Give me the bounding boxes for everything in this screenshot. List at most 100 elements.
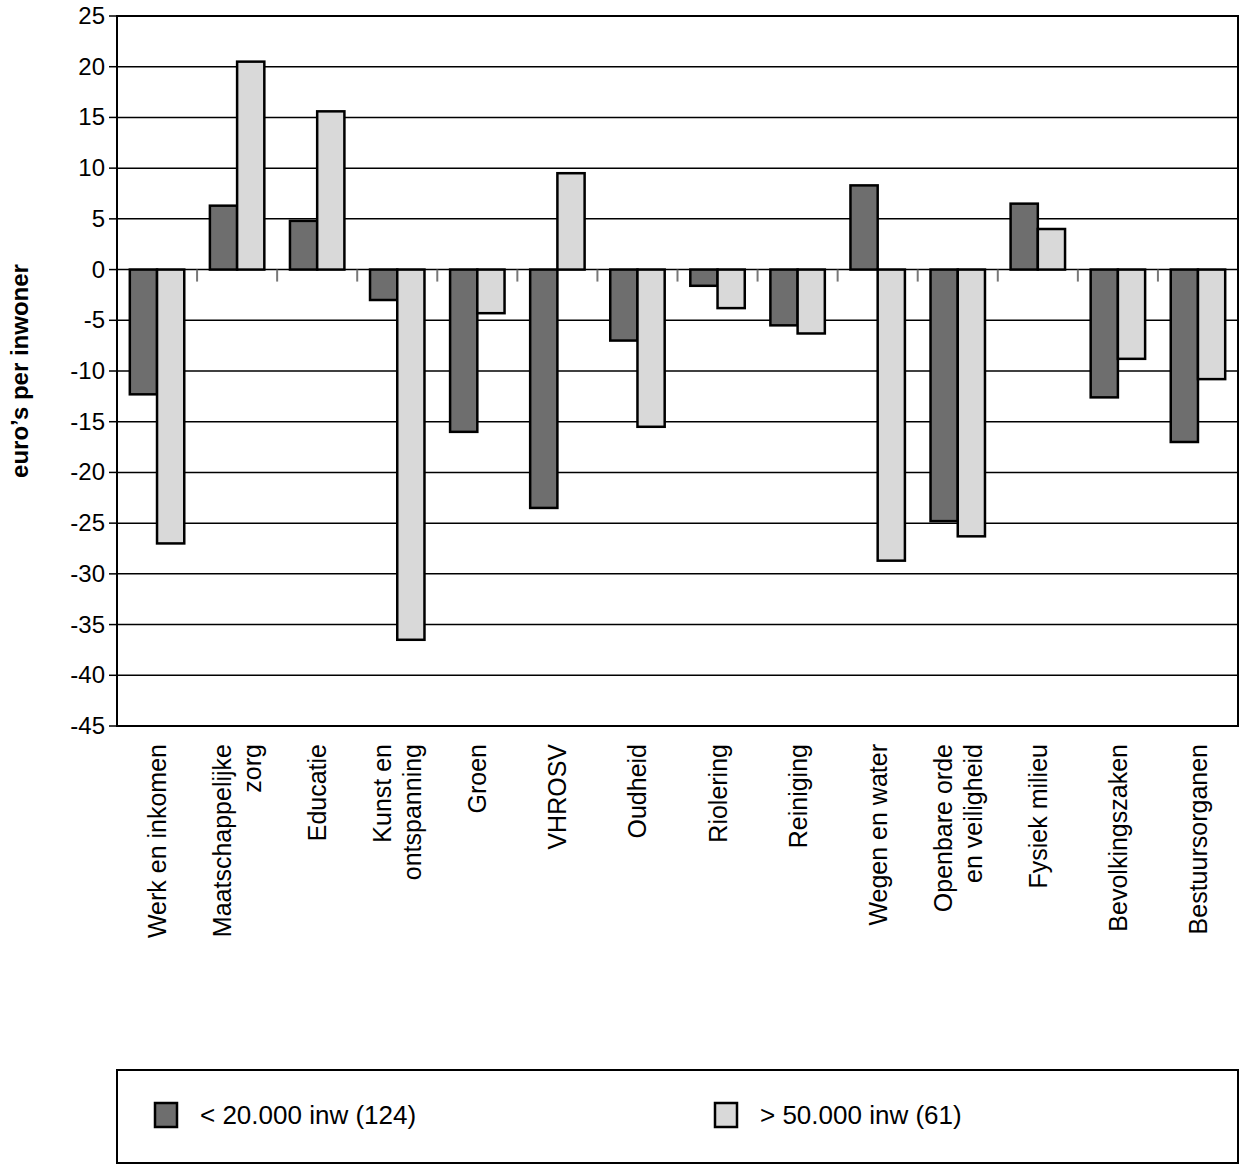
category-tick bbox=[917, 270, 919, 282]
y-tick-label: -30 bbox=[70, 560, 105, 587]
y-tick bbox=[109, 15, 117, 17]
category-tick bbox=[1077, 270, 1079, 282]
bar bbox=[477, 270, 504, 314]
y-axis-label: euro’s per inwoner bbox=[6, 264, 33, 478]
grid-line bbox=[117, 573, 1238, 575]
category-tick bbox=[276, 270, 278, 282]
bar bbox=[770, 270, 797, 326]
legend-swatch bbox=[155, 1103, 177, 1127]
y-tick-label: 15 bbox=[78, 103, 105, 130]
y-tick bbox=[109, 725, 117, 727]
category-tick bbox=[1157, 270, 1159, 282]
bar bbox=[210, 206, 237, 270]
bar bbox=[130, 270, 157, 395]
category-tick bbox=[356, 270, 358, 282]
y-tick bbox=[109, 66, 117, 68]
bar bbox=[1118, 270, 1145, 359]
plot-frame bbox=[117, 16, 1238, 726]
category-tick bbox=[997, 270, 999, 282]
grid-line bbox=[117, 421, 1238, 423]
bar bbox=[397, 270, 424, 640]
grid-line bbox=[117, 167, 1238, 169]
bars bbox=[130, 62, 1225, 640]
category-label: Groen bbox=[463, 744, 491, 813]
bar bbox=[290, 221, 317, 270]
bar bbox=[690, 270, 717, 286]
grid-line bbox=[117, 117, 1238, 119]
category-label-line: Wegen en water bbox=[864, 744, 892, 926]
category-label: Educatie bbox=[303, 744, 331, 841]
bar bbox=[370, 270, 397, 300]
grid-line bbox=[117, 522, 1238, 524]
bar bbox=[878, 270, 905, 561]
y-tick bbox=[109, 624, 117, 626]
y-tick-label: 10 bbox=[78, 154, 105, 181]
category-label-line: Bevolkingszaken bbox=[1104, 744, 1132, 932]
legend-label: > 50.000 inw (61) bbox=[760, 1100, 962, 1130]
category-label: Maatschappelijkezorg bbox=[208, 744, 266, 937]
category-label: Bevolkingszaken bbox=[1104, 744, 1132, 932]
category-label-line: VHROSV bbox=[543, 744, 571, 850]
category-label: Oudheid bbox=[623, 744, 651, 839]
bar bbox=[1038, 229, 1065, 270]
category-tick bbox=[677, 270, 679, 282]
category-label-line: Groen bbox=[463, 744, 491, 813]
category-label: Reiniging bbox=[784, 744, 812, 848]
category-label-line: en veiligheid bbox=[959, 744, 987, 883]
bar bbox=[317, 111, 344, 269]
y-tick bbox=[109, 269, 117, 271]
grid-line bbox=[117, 320, 1238, 322]
grid-line bbox=[117, 66, 1238, 68]
grid-line bbox=[117, 218, 1238, 220]
y-tick bbox=[109, 320, 117, 322]
category-tick bbox=[837, 270, 839, 282]
y-tick-label: 5 bbox=[92, 205, 105, 232]
category-label-line: Fysiek milieu bbox=[1024, 744, 1052, 888]
y-tick-label: -10 bbox=[70, 357, 105, 384]
chart: -45-40-35-30-25-20-15-10-50510152025euro… bbox=[0, 0, 1242, 1166]
y-tick-label: -20 bbox=[70, 458, 105, 485]
y-tick-label: -5 bbox=[84, 306, 105, 333]
legend-swatch bbox=[715, 1103, 737, 1127]
category-tick bbox=[596, 270, 598, 282]
y-tick-label: 0 bbox=[92, 256, 105, 283]
grid-line bbox=[117, 675, 1238, 677]
y-tick bbox=[109, 675, 117, 677]
grid-line bbox=[117, 472, 1238, 474]
category-label: Openbare ordeen veiligheid bbox=[929, 744, 987, 912]
y-tick-label: -45 bbox=[70, 712, 105, 739]
category-label: VHROSV bbox=[543, 744, 571, 850]
category-label: Werk en inkomen bbox=[143, 744, 171, 938]
category-label-line: Kunst en bbox=[368, 744, 396, 843]
y-tick bbox=[109, 573, 117, 575]
category-label-line: Bestuursorganen bbox=[1184, 744, 1212, 934]
category-tick bbox=[196, 270, 198, 282]
y-tick bbox=[109, 218, 117, 220]
bar bbox=[637, 270, 664, 427]
category-tick bbox=[516, 270, 518, 282]
category-label-line: ontspanning bbox=[398, 744, 426, 880]
bar bbox=[557, 173, 584, 269]
y-tick-label: -15 bbox=[70, 408, 105, 435]
y-tick bbox=[109, 472, 117, 474]
category-tick bbox=[757, 270, 759, 282]
bar bbox=[1198, 270, 1225, 380]
category-label: Bestuursorganen bbox=[1184, 744, 1212, 934]
bar bbox=[610, 270, 637, 341]
legend-label: < 20.000 inw (124) bbox=[200, 1100, 416, 1130]
y-tick-label: -35 bbox=[70, 611, 105, 638]
category-label: Riolering bbox=[704, 744, 732, 843]
category-label: Wegen en water bbox=[864, 744, 892, 926]
bar bbox=[1011, 204, 1038, 270]
bar bbox=[157, 270, 184, 544]
bar bbox=[798, 270, 825, 334]
bar bbox=[450, 270, 477, 432]
category-label-line: Werk en inkomen bbox=[143, 744, 171, 938]
y-tick bbox=[109, 522, 117, 524]
bar bbox=[718, 270, 745, 309]
y-tick bbox=[109, 421, 117, 423]
bar bbox=[1171, 270, 1198, 442]
y-tick bbox=[109, 370, 117, 372]
y-tick-label: 20 bbox=[78, 53, 105, 80]
bar bbox=[237, 62, 264, 270]
